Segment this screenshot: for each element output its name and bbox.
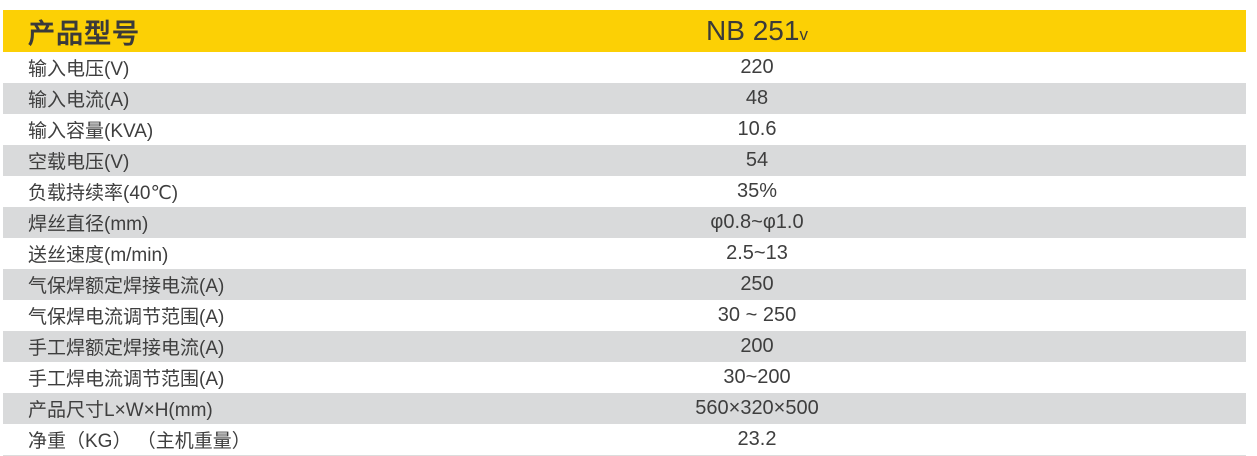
spec-value: 200: [740, 335, 774, 357]
header-model-label: 产品型号: [28, 18, 140, 49]
header-model-value: NB 251v: [515, 15, 999, 47]
spec-value: 30~200: [723, 366, 791, 388]
spec-label: 焊丝直径(mm): [28, 214, 149, 235]
table-row: 送丝速度(m/min) 2.5~13: [3, 238, 1246, 269]
spec-label: 手工焊额定焊接电流(A): [28, 338, 225, 359]
spec-value: 250: [740, 273, 774, 295]
spec-value: 10.6: [737, 118, 777, 140]
spec-table-body: 输入电压(V) 220 输入电流(A) 48 输入容量(KVA) 10.6 空载…: [3, 52, 1246, 455]
table-row: 净重（KG） （主机重量） 23.2: [3, 424, 1246, 455]
table-row: 手工焊电流调节范围(A) 30~200: [3, 362, 1246, 393]
spec-value: 30 ~ 250: [717, 304, 797, 326]
spec-value: φ0.8~φ1.0: [710, 211, 804, 233]
spec-label: 输入电流(A): [28, 90, 130, 111]
spec-label: 手工焊电流调节范围(A): [28, 369, 225, 390]
spec-value: 2.5~13: [726, 242, 788, 264]
table-header-row: 产品型号 NB 251v: [3, 10, 1246, 52]
table-row: 气保焊额定焊接电流(A) 250: [3, 269, 1246, 300]
spec-label: 输入电压(V): [28, 59, 130, 80]
model-name: NB 251: [706, 15, 800, 46]
table-row: 焊丝直径(mm) φ0.8~φ1.0: [3, 207, 1246, 238]
table-row: 输入容量(KVA) 10.6: [3, 114, 1246, 145]
spec-label: 产品尺寸L×W×H(mm): [28, 400, 213, 421]
product-spec-table: 产品型号 NB 251v 输入电压(V) 220 输入电流(A) 48 输入容量…: [3, 10, 1246, 456]
spec-value: 23.2: [737, 428, 777, 450]
table-row: 输入电压(V) 220: [3, 52, 1246, 83]
table-row: 手工焊额定焊接电流(A) 200: [3, 331, 1246, 362]
spec-label: 净重（KG） （主机重量）: [28, 431, 251, 452]
spec-value: 35%: [736, 180, 778, 202]
spec-label: 气保焊电流调节范围(A): [28, 307, 225, 328]
spec-label: 送丝速度(m/min): [28, 245, 169, 266]
spec-value: 560×320×500: [695, 397, 819, 419]
spec-value: 54: [745, 149, 769, 171]
table-row: 空载电压(V) 54: [3, 145, 1246, 176]
model-suffix: v: [799, 25, 808, 44]
table-row: 气保焊电流调节范围(A) 30 ~ 250: [3, 300, 1246, 331]
spec-value: 220: [740, 56, 774, 78]
spec-label: 负载持续率(40℃): [28, 183, 179, 204]
spec-label: 气保焊额定焊接电流(A): [28, 276, 225, 297]
spec-label: 输入容量(KVA): [28, 121, 154, 142]
table-row: 负载持续率(40℃) 35%: [3, 176, 1246, 207]
spec-label: 空载电压(V): [28, 152, 130, 173]
table-row: 产品尺寸L×W×H(mm) 560×320×500: [3, 393, 1246, 424]
table-row: 输入电流(A) 48: [3, 83, 1246, 114]
spec-value: 48: [745, 87, 769, 109]
